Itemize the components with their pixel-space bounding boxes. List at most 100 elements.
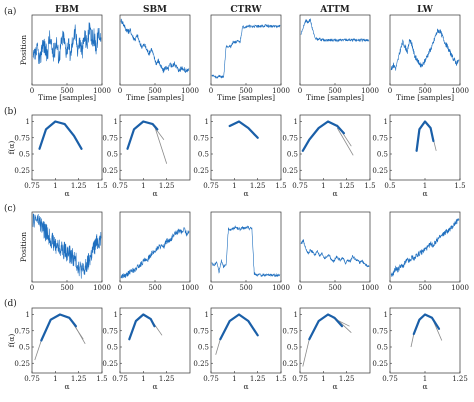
- column-title-0: FBM: [55, 5, 79, 15]
- x-axis-label-a-4: Time [samples]: [396, 93, 454, 102]
- x-tick-label-b-4-0: 0.5: [384, 182, 395, 190]
- x-tick-label-b-0-0: 0.75: [24, 182, 40, 190]
- y-axis-label-d: f(α): [7, 334, 16, 348]
- x-tick-label-b-4-2: 1.5: [454, 182, 465, 190]
- panel-b-2-frame: [210, 114, 282, 181]
- spectrum-curve-d-0: [40, 313, 77, 342]
- x-tick-label-a-0-0: 0: [30, 87, 34, 95]
- x-axis-label-b-3: α: [332, 189, 337, 198]
- x-tick-label-a-3-2: 1000: [361, 87, 379, 95]
- y-tick-label-b-2-3: 1: [205, 118, 209, 126]
- trajectory-line-a-0: [32, 22, 102, 64]
- x-tick-label-d-0-0: 0.75: [24, 375, 40, 383]
- y-tick-label-b-3-1: 0.5: [287, 151, 298, 159]
- trajectory-line-c-4: [390, 218, 460, 277]
- y-tick-label-d-1-1: 0.5: [107, 344, 118, 352]
- x-tick-label-c-3-0: 0: [298, 284, 302, 292]
- x-tick-label-c-4-0: 0: [388, 284, 392, 292]
- x-tick-label-a-4-0: 0: [388, 87, 392, 95]
- spectrum-curve-b-1: [126, 120, 159, 150]
- y-tick-label-b-4-3: 1: [384, 118, 388, 126]
- y-tick-label-d-1-0: 0.25: [102, 360, 118, 368]
- x-tick-label-b-2-1: 1: [232, 182, 236, 190]
- column-title-2: CTRW: [230, 5, 262, 15]
- x-tick-label-a-0-2: 1000: [93, 87, 111, 95]
- panel-d-1-frame: [119, 307, 191, 374]
- trajectory-line-c-0: [32, 213, 102, 279]
- panel-b-4-frame: [389, 114, 461, 181]
- x-tick-label-c-0-2: 1000: [93, 284, 111, 292]
- column-title-3: ATTM: [319, 5, 350, 15]
- panel-c-3-frame: [299, 211, 371, 283]
- y-tick-label-d-4-1: 0.5: [377, 344, 388, 352]
- x-axis-label-d-1: α: [152, 382, 157, 391]
- x-tick-label-d-3-0: 0.75: [292, 375, 308, 383]
- y-axis-label-b: f(α): [7, 141, 16, 155]
- spectrum-curve-d-1: [128, 313, 156, 341]
- panel-c-4-frame: [389, 211, 461, 283]
- x-tick-label-d-2-0: 0.75: [203, 375, 219, 383]
- fit-line-b-1-1: [154, 125, 168, 164]
- x-tick-label-b-0-1: 1: [53, 182, 57, 190]
- trajectory-line-a-2: [211, 23, 281, 79]
- x-tick-label-b-2-2: 1.25: [250, 182, 266, 190]
- panel-label-d: (d): [4, 298, 17, 309]
- y-tick-label-b-4-2: 0.75: [372, 134, 388, 142]
- trajectory-line-c-3: [300, 239, 370, 268]
- row-c: (c) 0 500 1000 Position 0 500 1000 0 500 1000 0 500…: [4, 203, 469, 292]
- spectrum-curve-b-4: [415, 120, 435, 152]
- x-tick-label-a-4-1: 500: [418, 87, 431, 95]
- panel-c-2-frame: [210, 211, 282, 283]
- y-tick-label-d-4-2: 0.75: [372, 327, 388, 335]
- x-tick-label-d-1-2: 1.25: [159, 375, 175, 383]
- x-tick-label-d-4-0: 0.75: [382, 375, 398, 383]
- y-tick-label-b-1-0: 0.25: [102, 167, 118, 175]
- y-tick-label-b-3-3: 1: [294, 118, 298, 126]
- y-tick-label-d-1-2: 0.75: [102, 327, 118, 335]
- x-axis-label-d-3: α: [332, 382, 337, 391]
- x-tick-label-a-0-1: 500: [60, 87, 73, 95]
- y-tick-label-d-0-3: 1: [26, 311, 30, 319]
- x-axis-label-b-4: α: [422, 189, 427, 198]
- y-tick-label-d-3-0: 0.25: [282, 360, 298, 368]
- panel-b-3-frame: [299, 114, 371, 181]
- x-tick-label-d-3-1: 1: [321, 375, 325, 383]
- x-tick-label-d-4-1: 1: [423, 375, 427, 383]
- x-tick-label-a-2-1: 500: [239, 87, 252, 95]
- panel-label-a: (a): [4, 6, 16, 17]
- y-tick-label-d-2-2: 0.75: [193, 327, 209, 335]
- y-axis-label-c: Position: [19, 232, 28, 262]
- x-tick-label-c-1-1: 500: [148, 284, 161, 292]
- panel-d-0-frame: [31, 307, 103, 374]
- x-tick-label-b-4-1: 1: [423, 182, 427, 190]
- y-tick-label-d-3-1: 0.5: [287, 344, 298, 352]
- column-title-4: LW: [417, 5, 434, 15]
- panel-c-3: 0 500 1000: [298, 211, 379, 292]
- x-tick-label-a-1-0: 0: [118, 87, 122, 95]
- x-tick-label-b-1-1: 1: [141, 182, 145, 190]
- y-tick-label-b-0-1: 0.5: [19, 151, 30, 159]
- x-tick-label-b-3-2: 1.25: [339, 182, 355, 190]
- spectrum-curve-b-2: [228, 120, 259, 139]
- x-tick-label-d-1-1: 1: [141, 375, 145, 383]
- y-tick-label-b-2-2: 0.75: [193, 134, 209, 142]
- spectrum-curve-d-4: [412, 313, 441, 336]
- x-tick-label-a-4-2: 1000: [451, 87, 469, 95]
- y-tick-label-b-1-2: 0.75: [102, 134, 118, 142]
- x-tick-label-a-1-1: 500: [148, 87, 161, 95]
- x-axis-label-a-1: Time [samples]: [126, 93, 184, 102]
- panel-a-1-frame: [119, 14, 191, 86]
- x-tick-label-a-1-2: 1000: [181, 87, 199, 95]
- panel-b-1-frame: [119, 114, 191, 181]
- fit-line-b-3-1: [336, 127, 354, 156]
